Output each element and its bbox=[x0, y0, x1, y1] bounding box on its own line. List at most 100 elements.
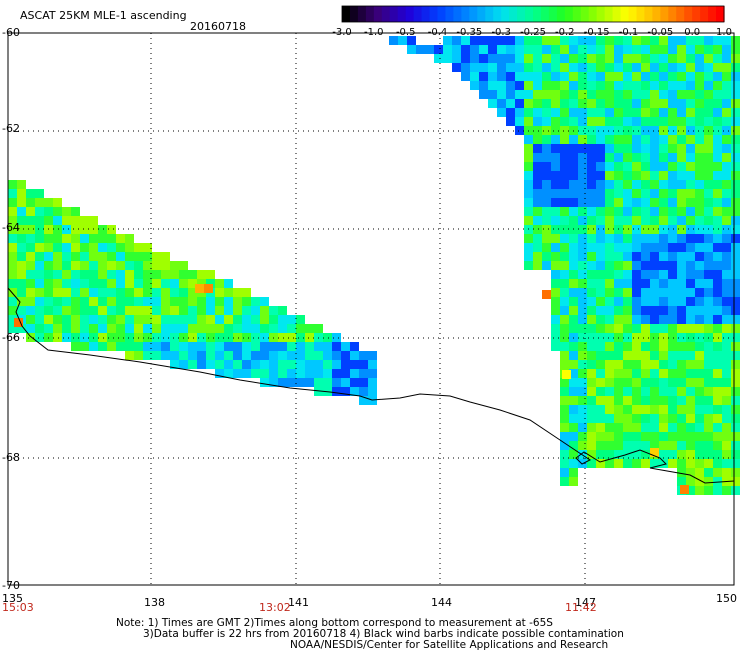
swath-cell bbox=[488, 81, 497, 90]
swath-cell bbox=[134, 306, 143, 315]
swath-cell bbox=[614, 378, 623, 387]
swath-cell bbox=[542, 45, 551, 54]
swath-cell bbox=[731, 486, 740, 495]
swath-cell bbox=[578, 180, 587, 189]
swath-cell bbox=[641, 342, 650, 351]
swath-cell bbox=[659, 387, 668, 396]
swath-cell bbox=[560, 270, 569, 279]
swath-cell bbox=[80, 342, 89, 351]
swath-cell bbox=[614, 243, 623, 252]
swath-cell bbox=[350, 342, 359, 351]
swath-cell bbox=[623, 315, 632, 324]
swath-cell bbox=[668, 99, 677, 108]
swath-cell bbox=[596, 225, 605, 234]
swath-cell bbox=[659, 378, 668, 387]
swath-cell bbox=[596, 90, 605, 99]
swath-cell bbox=[206, 315, 215, 324]
swath-cell bbox=[506, 45, 515, 54]
swath-cell bbox=[515, 72, 524, 81]
swath-cell bbox=[569, 189, 578, 198]
swath-cell bbox=[578, 333, 587, 342]
swath-cell bbox=[569, 432, 578, 441]
swath-cell bbox=[632, 342, 641, 351]
swath-cell bbox=[659, 279, 668, 288]
swath-cell bbox=[89, 315, 98, 324]
swath-cell bbox=[668, 297, 677, 306]
swath-cell bbox=[704, 405, 713, 414]
swath-cell bbox=[596, 189, 605, 198]
swath-cell bbox=[614, 180, 623, 189]
time-label: 15:03 bbox=[2, 601, 34, 614]
color-scale-cell bbox=[604, 6, 614, 22]
swath-cell bbox=[596, 108, 605, 117]
swath-cell bbox=[623, 360, 632, 369]
swath-cell bbox=[641, 54, 650, 63]
lon-label: 135 bbox=[2, 592, 23, 605]
swath-cell bbox=[632, 459, 641, 468]
swath-cell bbox=[224, 351, 233, 360]
swath-cell bbox=[668, 450, 677, 459]
swath-cell bbox=[731, 252, 740, 261]
swath-cell bbox=[143, 333, 152, 342]
swath-cell bbox=[143, 315, 152, 324]
swath-cell bbox=[704, 63, 713, 72]
swath-cell bbox=[659, 450, 668, 459]
swath-cell bbox=[713, 216, 722, 225]
swath-cell bbox=[668, 45, 677, 54]
swath-cell bbox=[704, 279, 713, 288]
swath-cell bbox=[587, 252, 596, 261]
swath-cell bbox=[170, 279, 179, 288]
swath-cell bbox=[650, 351, 659, 360]
swath-cell bbox=[695, 477, 704, 486]
swath-cell bbox=[560, 99, 569, 108]
swath-cell bbox=[578, 117, 587, 126]
swath-cell bbox=[722, 441, 731, 450]
swath-cell bbox=[659, 423, 668, 432]
swath-cell bbox=[677, 144, 686, 153]
swath-cell bbox=[479, 63, 488, 72]
swath-cell bbox=[53, 216, 62, 225]
swath-cell bbox=[695, 180, 704, 189]
swath-cell bbox=[668, 261, 677, 270]
swath-cell bbox=[341, 360, 350, 369]
swath-cell bbox=[170, 297, 179, 306]
swath-cell bbox=[44, 279, 53, 288]
swath-cell bbox=[596, 333, 605, 342]
swath-cell bbox=[233, 333, 242, 342]
swath-cell bbox=[350, 360, 359, 369]
swath-cell bbox=[269, 324, 278, 333]
swath-cell bbox=[677, 378, 686, 387]
swath-cell bbox=[605, 117, 614, 126]
swath-cell bbox=[26, 324, 35, 333]
swath-cell bbox=[587, 306, 596, 315]
swath-cell bbox=[125, 297, 134, 306]
swath-cell bbox=[641, 369, 650, 378]
swath-cell bbox=[533, 99, 542, 108]
swath-cell bbox=[152, 288, 161, 297]
swath-cell bbox=[659, 441, 668, 450]
swath-cell bbox=[686, 243, 695, 252]
swath-cell bbox=[686, 45, 695, 54]
swath-cell bbox=[233, 288, 242, 297]
swath-cell bbox=[71, 324, 80, 333]
swath-cell bbox=[713, 477, 722, 486]
swath-cell bbox=[677, 54, 686, 63]
swath-cell bbox=[152, 297, 161, 306]
swath-cell bbox=[497, 63, 506, 72]
swath-cell bbox=[533, 216, 542, 225]
swath-cell bbox=[497, 45, 506, 54]
swath-cell bbox=[731, 288, 740, 297]
swath-cell bbox=[125, 252, 134, 261]
swath-cell bbox=[506, 54, 515, 63]
swath-cell bbox=[623, 108, 632, 117]
swath-cell bbox=[569, 162, 578, 171]
swath-cell bbox=[116, 252, 125, 261]
swath-cell bbox=[668, 306, 677, 315]
swath-cell bbox=[596, 450, 605, 459]
swath-cell bbox=[524, 216, 533, 225]
swath-cell bbox=[686, 270, 695, 279]
swath-cell bbox=[641, 198, 650, 207]
swath-cell bbox=[569, 36, 578, 45]
swath-cell bbox=[551, 234, 560, 243]
color-scale-cell bbox=[572, 6, 582, 22]
